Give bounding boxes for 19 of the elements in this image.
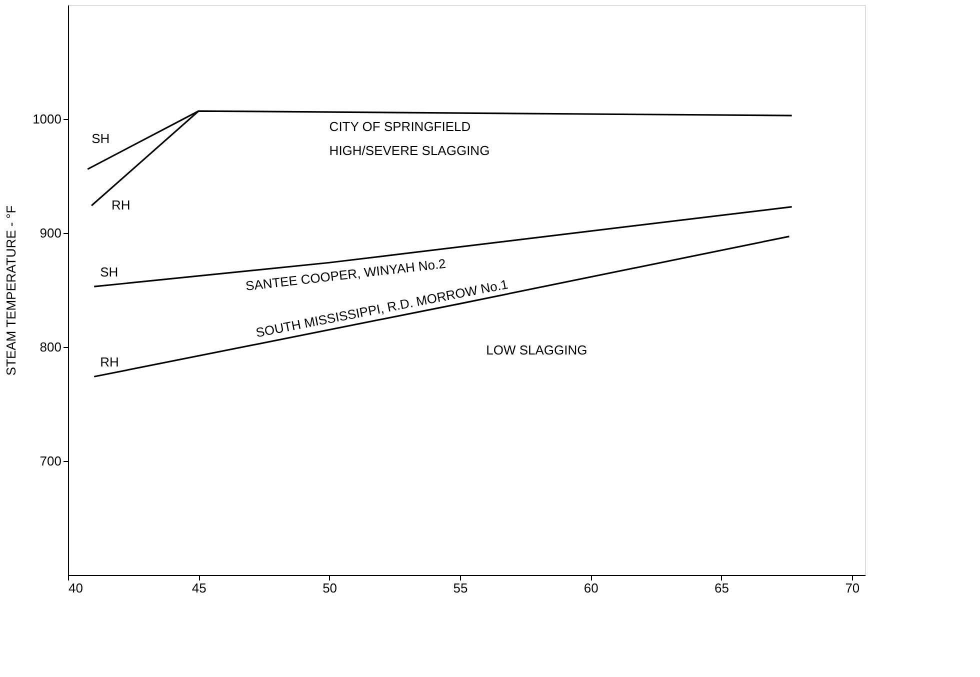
x-tick-label: 65 — [714, 580, 730, 596]
series-label: SH — [92, 131, 110, 146]
y-tick-label: 700 — [40, 454, 62, 468]
series-label: RH — [100, 354, 119, 370]
annotation: HIGH/SEVERE SLAGGING — [329, 142, 490, 158]
x-tick-label: 45 — [192, 580, 206, 596]
x-tick-label: 70 — [845, 580, 860, 596]
annotation: LOW SLAGGING — [486, 342, 588, 358]
series-label: SH — [100, 264, 118, 280]
y-tick-label: 900 — [40, 226, 62, 240]
series-label: RH — [112, 198, 130, 213]
x-tick-label: 60 — [584, 580, 598, 596]
x-tick-label: 40 — [68, 580, 83, 596]
x-tick-label: 55 — [453, 580, 468, 596]
y-axis-title: STEAM TEMPERATURE - °F — [4, 205, 19, 376]
y-tick-label: 800 — [40, 340, 62, 354]
x-tick-label: 50 — [322, 580, 338, 596]
annotation: CITY OF SPRINGFIELD — [329, 118, 471, 134]
y-tick-label: 1000 — [32, 112, 62, 126]
